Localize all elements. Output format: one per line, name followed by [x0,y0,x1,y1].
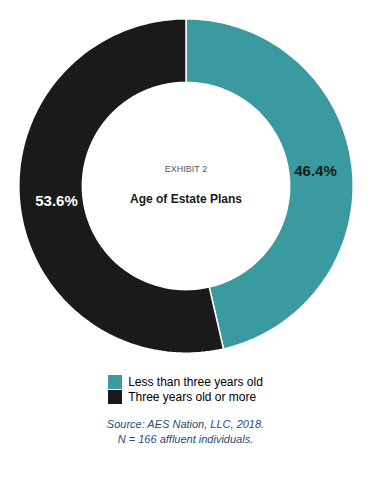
html-text:N = 166 affluent individuals.: N = 166 affluent individuals. [117,433,254,446]
html-text:Source: AES Nation, LLC, 2018.: Source: AES Nation, LLC, 2018. [106,418,265,430]
svg-text:EXHIBIT 2: EXHIBIT 2 [165,164,207,174]
html-text:Less than three years old: Less than three years old [128,375,263,389]
html-text:Three years old or more: Three years old or more [128,390,257,404]
svg-text:53.6%: 53.6% [35,192,78,209]
svg-text:46.4%: 46.4% [294,162,337,179]
svg-text:Age of Estate Plans: Age of Estate Plans [130,192,242,206]
